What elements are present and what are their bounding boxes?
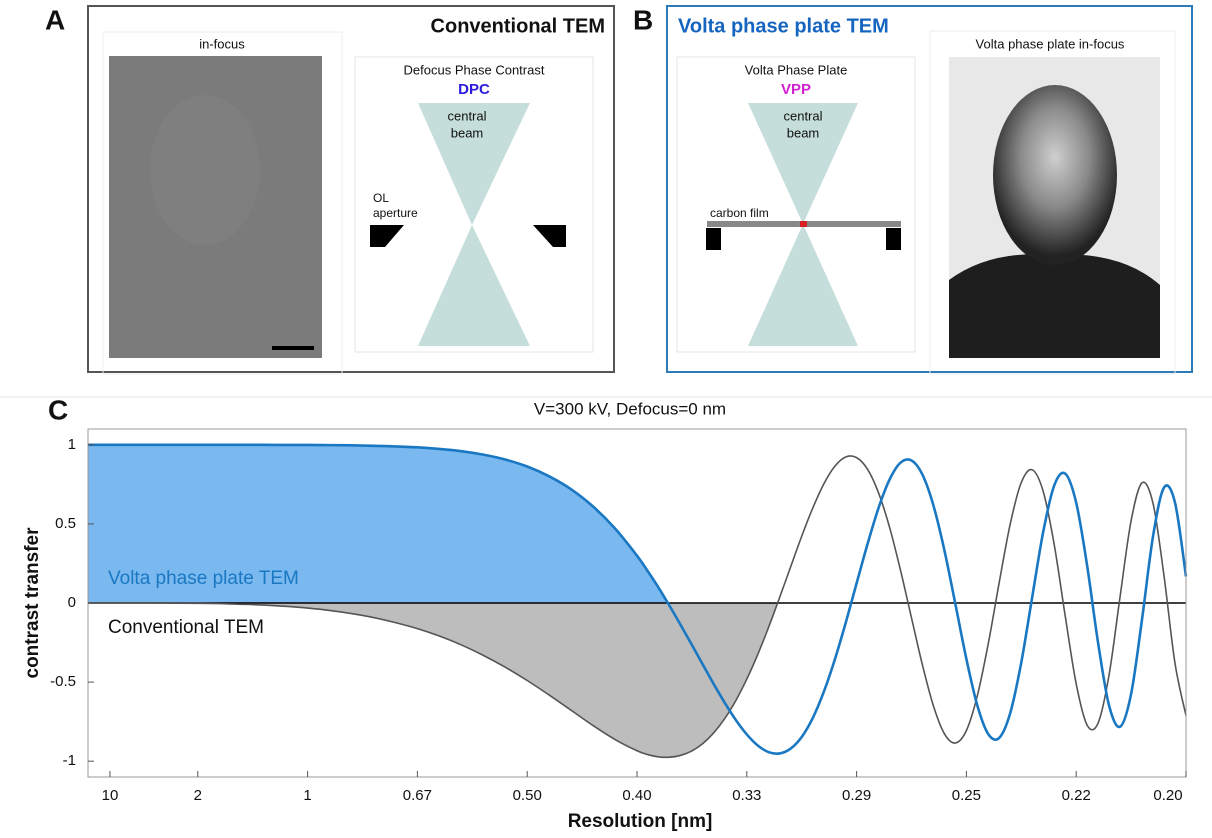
chart-title: V=300 kV, Defocus=0 nm bbox=[534, 399, 726, 418]
x-tick-label: 0.22 bbox=[1062, 787, 1091, 804]
series-line bbox=[88, 455, 1187, 759]
aperture bbox=[370, 225, 404, 247]
beam-label: beam bbox=[451, 125, 484, 140]
film-label: carbon film bbox=[710, 206, 769, 220]
panel-label: C bbox=[48, 394, 68, 425]
diagram-frame bbox=[354, 56, 594, 353]
beam-label: central bbox=[447, 108, 486, 123]
x-tick-label: 2 bbox=[194, 787, 202, 804]
x-tick-label: 0.20 bbox=[1153, 787, 1182, 804]
x-tick-label: 0.67 bbox=[403, 787, 432, 804]
diagram-title: Defocus Phase Contrast bbox=[404, 62, 545, 77]
film-support bbox=[706, 228, 721, 250]
y-tick-label: 0.5 bbox=[55, 515, 76, 532]
y-tick-label: -1 bbox=[63, 752, 76, 769]
beam-cone bbox=[418, 103, 530, 346]
y-axis-label: contrast transfer bbox=[22, 527, 43, 679]
image-detail bbox=[993, 85, 1117, 265]
x-tick-label: 10 bbox=[102, 787, 119, 804]
beam-label: beam bbox=[787, 125, 820, 140]
image-detail bbox=[150, 95, 260, 245]
x-axis-label: Resolution [nm] bbox=[568, 811, 713, 832]
x-tick-label: 0.25 bbox=[952, 787, 981, 804]
aperture bbox=[533, 225, 566, 247]
diagram-abbrev: VPP bbox=[781, 81, 811, 98]
x-tick-label: 0.29 bbox=[842, 787, 871, 804]
series-line bbox=[87, 443, 1188, 755]
panel-title: Conventional TEM bbox=[431, 15, 605, 37]
y-tick-label: 0 bbox=[68, 594, 76, 611]
y-tick-label: 1 bbox=[68, 436, 76, 453]
area-fill bbox=[88, 444, 668, 603]
x-tick-label: 0.50 bbox=[513, 787, 542, 804]
film-support bbox=[886, 228, 901, 250]
aperture-label: OL bbox=[373, 191, 389, 205]
series-label: Volta phase plate TEM bbox=[108, 568, 299, 589]
plot: Conventional TEM Volta phase plate TEM -1 -… bbox=[50, 428, 1188, 804]
diagram-title: Volta Phase Plate bbox=[745, 62, 848, 77]
x-tick-label: 1 bbox=[303, 787, 311, 804]
series-label: Conventional TEM bbox=[108, 617, 264, 638]
image-detail bbox=[949, 254, 1160, 358]
image-caption: in-focus bbox=[199, 36, 245, 51]
x-tick-label: 0.33 bbox=[732, 787, 761, 804]
aperture-label: aperture bbox=[373, 206, 418, 220]
y-tick-label: -0.5 bbox=[50, 673, 76, 690]
diagram-abbrev: DPC bbox=[458, 81, 490, 98]
panel-frame bbox=[87, 5, 615, 373]
x-tick-label: 0.40 bbox=[622, 787, 651, 804]
beam-label: central bbox=[783, 108, 822, 123]
panel-label: A bbox=[45, 4, 65, 35]
panel-title: Volta phase plate TEM bbox=[678, 15, 889, 37]
image-caption: Volta phase plate in-focus bbox=[976, 36, 1125, 51]
beam-spot bbox=[800, 221, 807, 227]
panel-label: B bbox=[633, 4, 653, 35]
image-frame bbox=[929, 30, 1176, 375]
area-fill bbox=[88, 602, 778, 758]
image-frame bbox=[102, 31, 343, 375]
diagram-frame bbox=[676, 56, 916, 353]
